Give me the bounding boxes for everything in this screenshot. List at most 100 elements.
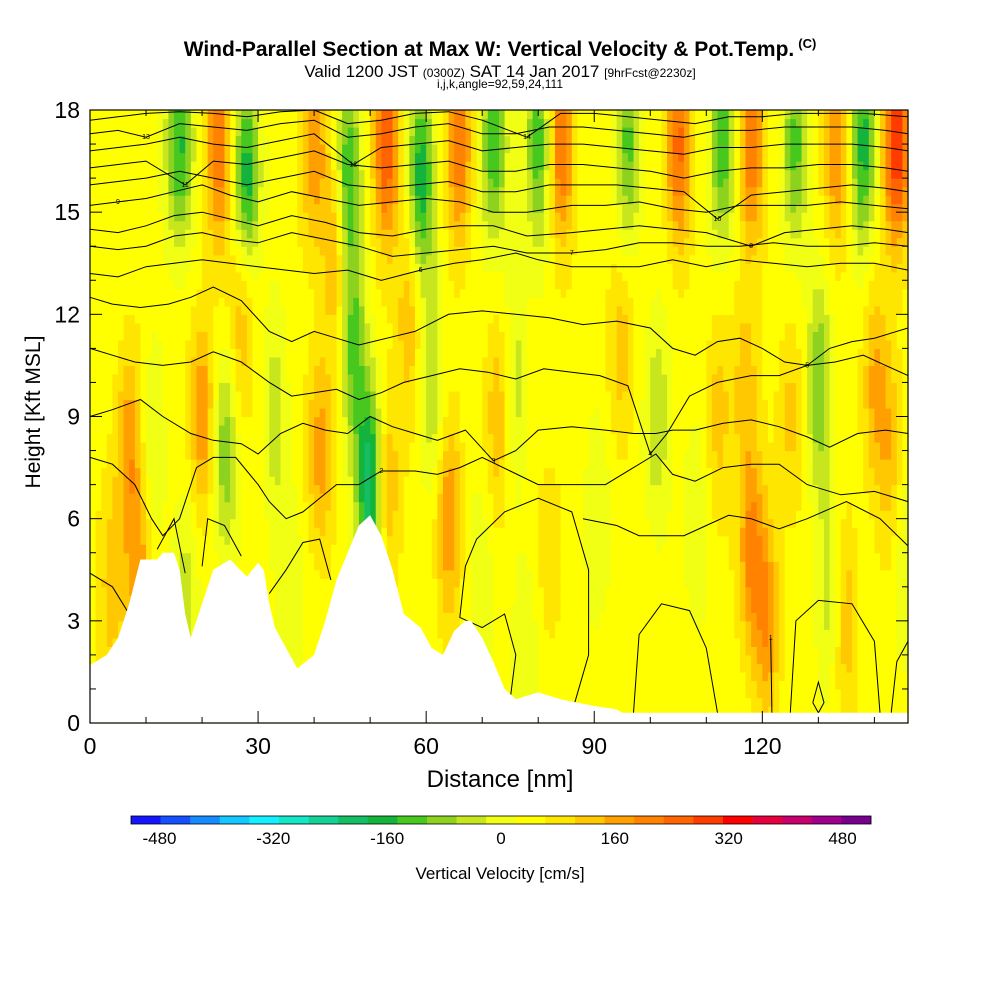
velocity-cell bbox=[465, 476, 472, 486]
velocity-cell bbox=[308, 425, 315, 435]
velocity-cell bbox=[426, 390, 433, 401]
velocity-cell bbox=[420, 169, 427, 179]
velocity-cell bbox=[196, 544, 203, 554]
velocity-cell bbox=[202, 178, 209, 188]
velocity-cell bbox=[370, 484, 377, 494]
velocity-cell bbox=[168, 373, 175, 384]
velocity-cell bbox=[325, 399, 332, 409]
velocity-cell bbox=[448, 569, 455, 579]
velocity-cell bbox=[123, 118, 130, 128]
velocity-cell bbox=[274, 433, 282, 443]
velocity-cell bbox=[347, 169, 354, 179]
velocity-cell bbox=[398, 373, 405, 384]
velocity-cell bbox=[252, 425, 259, 435]
velocity-cell bbox=[224, 229, 231, 239]
velocity-cell bbox=[381, 442, 388, 452]
velocity-cell bbox=[123, 390, 130, 401]
velocity-cell bbox=[420, 195, 427, 205]
velocity-cell bbox=[246, 501, 254, 511]
velocity-cell bbox=[409, 297, 416, 307]
velocity-cell bbox=[230, 501, 237, 511]
velocity-cell bbox=[179, 297, 186, 307]
velocity-cell bbox=[235, 305, 242, 315]
velocity-cell bbox=[302, 110, 310, 120]
velocity-cell bbox=[174, 178, 181, 188]
velocity-cell bbox=[325, 229, 332, 239]
velocity-cell bbox=[202, 339, 209, 349]
velocity-cell bbox=[118, 314, 125, 324]
velocity-cell bbox=[314, 186, 321, 196]
velocity-cell bbox=[364, 476, 371, 486]
velocity-cell bbox=[470, 399, 478, 409]
velocity-cell bbox=[409, 586, 416, 596]
velocity-cell bbox=[129, 348, 136, 358]
velocity-cell bbox=[454, 203, 461, 213]
velocity-cell bbox=[420, 254, 427, 264]
velocity-cell bbox=[280, 186, 287, 196]
velocity-cell bbox=[90, 629, 97, 639]
velocity-cell bbox=[437, 246, 444, 256]
velocity-cell bbox=[146, 169, 153, 179]
velocity-cell bbox=[146, 220, 153, 230]
velocity-cell bbox=[218, 356, 226, 367]
velocity-cell bbox=[235, 390, 242, 401]
velocity-cell bbox=[179, 118, 186, 128]
velocity-cell bbox=[398, 246, 405, 256]
velocity-cell bbox=[202, 425, 209, 435]
velocity-cell bbox=[336, 390, 343, 401]
velocity-cell bbox=[151, 288, 158, 298]
velocity-cell bbox=[129, 544, 136, 554]
velocity-cell bbox=[274, 280, 282, 290]
velocity-cell bbox=[364, 433, 371, 443]
velocity-cell bbox=[431, 425, 438, 435]
velocity-cell bbox=[381, 416, 388, 426]
velocity-cell bbox=[381, 450, 388, 460]
velocity-cell bbox=[129, 161, 136, 171]
velocity-cell bbox=[314, 603, 321, 613]
velocity-cell bbox=[168, 220, 175, 230]
velocity-cell bbox=[403, 186, 410, 196]
velocity-cell bbox=[213, 297, 220, 307]
velocity-cell bbox=[168, 322, 175, 332]
velocity-cell bbox=[179, 331, 186, 341]
velocity-cell bbox=[470, 203, 478, 213]
velocity-cell bbox=[202, 382, 209, 392]
velocity-cell bbox=[347, 186, 354, 196]
velocity-cell bbox=[386, 314, 394, 324]
velocity-cell bbox=[168, 254, 175, 264]
velocity-cell bbox=[459, 527, 466, 537]
velocity-cell bbox=[202, 586, 209, 596]
velocity-cell bbox=[342, 356, 349, 367]
velocity-cell bbox=[168, 246, 175, 256]
velocity-cell bbox=[291, 144, 298, 154]
velocity-cell bbox=[129, 569, 136, 579]
velocity-cell bbox=[459, 254, 466, 264]
velocity-cell bbox=[235, 186, 242, 196]
velocity-cell bbox=[179, 263, 186, 273]
velocity-cell bbox=[314, 535, 321, 545]
velocity-cell bbox=[364, 178, 371, 188]
velocity-cell bbox=[174, 484, 181, 494]
velocity-cell bbox=[157, 135, 164, 145]
velocity-cell bbox=[118, 390, 125, 401]
velocity-cell bbox=[202, 390, 209, 401]
velocity-cell bbox=[448, 493, 455, 503]
velocity-cell bbox=[437, 322, 444, 332]
velocity-cell bbox=[213, 220, 220, 230]
velocity-cell bbox=[330, 484, 338, 494]
velocity-cell bbox=[375, 118, 382, 128]
velocity-cell bbox=[140, 322, 147, 332]
velocity-cell bbox=[437, 467, 444, 477]
velocity-cell bbox=[442, 178, 450, 188]
velocity-cell bbox=[157, 246, 164, 256]
velocity-cell bbox=[134, 356, 142, 367]
velocity-cell bbox=[202, 552, 209, 562]
velocity-cell bbox=[134, 186, 142, 196]
velocity-cell bbox=[258, 339, 265, 349]
velocity-cell bbox=[185, 467, 192, 477]
velocity-cell bbox=[146, 331, 153, 341]
velocity-cell bbox=[426, 161, 433, 171]
velocity-cell bbox=[426, 552, 433, 562]
velocity-cell bbox=[118, 271, 125, 281]
velocity-cell bbox=[420, 331, 427, 341]
